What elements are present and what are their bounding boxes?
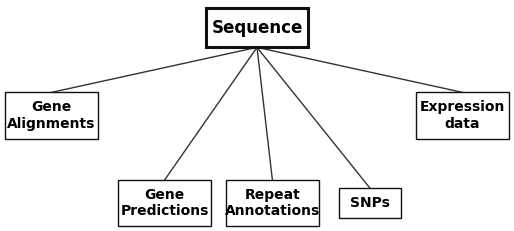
FancyBboxPatch shape [118, 180, 211, 226]
FancyBboxPatch shape [226, 180, 319, 226]
Text: Sequence: Sequence [211, 19, 303, 37]
FancyBboxPatch shape [5, 92, 98, 139]
Text: Gene
Alignments: Gene Alignments [7, 100, 96, 131]
FancyBboxPatch shape [416, 92, 509, 139]
Text: SNPs: SNPs [350, 196, 390, 210]
FancyBboxPatch shape [206, 8, 308, 47]
FancyBboxPatch shape [339, 188, 401, 218]
Text: Gene
Predictions: Gene Predictions [120, 188, 209, 218]
Text: Repeat
Annotations: Repeat Annotations [225, 188, 320, 218]
Text: Expression
data: Expression data [420, 100, 505, 131]
